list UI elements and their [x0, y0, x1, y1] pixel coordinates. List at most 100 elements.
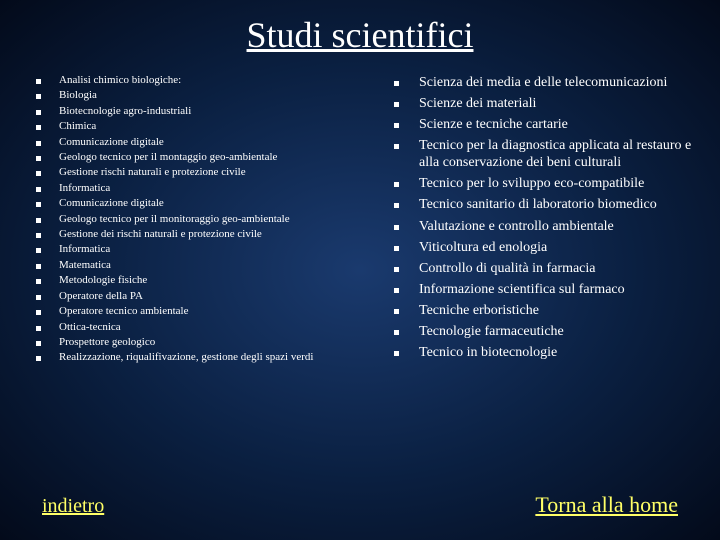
square-bullet-icon	[394, 351, 399, 356]
square-bullet-icon	[36, 187, 41, 192]
square-bullet-icon	[394, 144, 399, 149]
list-item-label: Biotecnologie agro-industriali	[59, 105, 191, 118]
right-list: Scienza dei media e delle telecomunicazi…	[394, 74, 696, 361]
square-bullet-icon	[36, 94, 41, 99]
square-bullet-icon	[394, 225, 399, 230]
list-item: Matematica	[36, 259, 366, 272]
list-item: Viticoltura ed enologia	[394, 239, 696, 256]
list-item-label: Comunicazione digitale	[59, 197, 164, 210]
back-link[interactable]: indietro	[42, 495, 104, 518]
list-item: Geologo tecnico per il montaggio geo-amb…	[36, 151, 366, 164]
list-item-label: Ottica-tecnica	[59, 321, 121, 334]
list-item: Scienze e tecniche cartarie	[394, 116, 696, 133]
slide-title: Studi scientifici	[0, 0, 720, 74]
list-item: Prospettore geologico	[36, 336, 366, 349]
list-item: Ottica-tecnica	[36, 321, 366, 334]
square-bullet-icon	[36, 110, 41, 115]
list-item: Tecnico per la diagnostica applicata al …	[394, 137, 696, 171]
list-item-label: Scienze e tecniche cartarie	[419, 116, 568, 133]
list-item: Metodologie fisiche	[36, 274, 366, 287]
list-item: Biologia	[36, 89, 366, 102]
square-bullet-icon	[36, 125, 41, 130]
list-item-label: Metodologie fisiche	[59, 274, 147, 287]
square-bullet-icon	[36, 79, 41, 84]
home-link[interactable]: Torna alla home	[535, 492, 678, 518]
list-item: Informatica	[36, 243, 366, 256]
square-bullet-icon	[394, 267, 399, 272]
list-item: Tecnico sanitario di laboratorio biomedi…	[394, 196, 696, 213]
list-item-label: Tecnico in biotecnologie	[419, 344, 557, 361]
list-item: Operatore della PA	[36, 290, 366, 303]
list-item: Valutazione e controllo ambientale	[394, 218, 696, 235]
list-item-label: Tecniche erboristiche	[419, 302, 539, 319]
list-item: Comunicazione digitale	[36, 136, 366, 149]
list-item: Gestione dei rischi naturali e protezion…	[36, 228, 366, 241]
square-bullet-icon	[394, 203, 399, 208]
right-column: Scienza dei media e delle telecomunicazi…	[376, 74, 696, 367]
square-bullet-icon	[36, 264, 41, 269]
square-bullet-icon	[36, 341, 41, 346]
list-item: Analisi chimico biologiche:	[36, 74, 366, 87]
list-item: Gestione rischi naturali e protezione ci…	[36, 166, 366, 179]
list-item: Scienze dei materiali	[394, 95, 696, 112]
square-bullet-icon	[36, 279, 41, 284]
square-bullet-icon	[36, 202, 41, 207]
list-item-label: Prospettore geologico	[59, 336, 155, 349]
list-item-label: Operatore della PA	[59, 290, 143, 303]
list-item-label: Comunicazione digitale	[59, 136, 164, 149]
left-column: Analisi chimico biologiche: Biologia Biote…	[36, 74, 376, 367]
square-bullet-icon	[394, 123, 399, 128]
left-list: Analisi chimico biologiche: Biologia Biote…	[36, 74, 366, 365]
list-item-label: Geologo tecnico per il monitoraggio geo-…	[59, 213, 290, 226]
square-bullet-icon	[36, 233, 41, 238]
list-item-label: Operatore tecnico ambientale	[59, 305, 189, 318]
square-bullet-icon	[394, 330, 399, 335]
list-item: Geologo tecnico per il monitoraggio geo-…	[36, 213, 366, 226]
list-item: Informazione scientifica sul farmaco	[394, 281, 696, 298]
list-item: Scienza dei media e delle telecomunicazi…	[394, 74, 696, 91]
list-item: Tecnico in biotecnologie	[394, 344, 696, 361]
square-bullet-icon	[36, 218, 41, 223]
list-item-label: Tecnico per lo sviluppo eco-compatibile	[419, 175, 644, 192]
list-item: Realizzazione, riqualifivazione, gestion…	[36, 351, 366, 364]
list-item-label: Scienza dei media e delle telecomunicazi…	[419, 74, 667, 91]
list-item-label: Gestione rischi naturali e protezione ci…	[59, 166, 246, 179]
list-item-label: Realizzazione, riqualifivazione, gestion…	[59, 351, 313, 364]
list-item: Tecniche erboristiche	[394, 302, 696, 319]
square-bullet-icon	[36, 310, 41, 315]
list-item-label: Informatica	[59, 243, 110, 256]
square-bullet-icon	[36, 326, 41, 331]
square-bullet-icon	[394, 288, 399, 293]
square-bullet-icon	[36, 171, 41, 176]
list-item-label: Matematica	[59, 259, 111, 272]
square-bullet-icon	[36, 156, 41, 161]
list-item: Tecnico per lo sviluppo eco-compatibile	[394, 175, 696, 192]
content-columns: Analisi chimico biologiche: Biologia Biote…	[0, 74, 720, 367]
square-bullet-icon	[36, 248, 41, 253]
square-bullet-icon	[394, 81, 399, 86]
list-item-label: Chimica	[59, 120, 96, 133]
list-item: Operatore tecnico ambientale	[36, 305, 366, 318]
square-bullet-icon	[36, 356, 41, 361]
square-bullet-icon	[36, 295, 41, 300]
list-item-label: Informazione scientifica sul farmaco	[419, 281, 625, 298]
list-item-label: Controllo di qualità in farmacia	[419, 260, 596, 277]
list-item: Chimica	[36, 120, 366, 133]
list-item-label: Viticoltura ed enologia	[419, 239, 547, 256]
list-item-label: Geologo tecnico per il montaggio geo-amb…	[59, 151, 277, 164]
list-item: Comunicazione digitale	[36, 197, 366, 210]
list-item-label: Analisi chimico biologiche:	[59, 74, 181, 87]
footer: indietro Torna alla home	[0, 492, 720, 518]
list-item-label: Valutazione e controllo ambientale	[419, 218, 614, 235]
list-item-label: Tecnico per la diagnostica applicata al …	[419, 137, 696, 171]
list-item-label: Gestione dei rischi naturali e protezion…	[59, 228, 262, 241]
list-item: Informatica	[36, 182, 366, 195]
list-item-label: Tecnico sanitario di laboratorio biomedi…	[419, 196, 657, 213]
square-bullet-icon	[394, 246, 399, 251]
list-item: Tecnologie farmaceutiche	[394, 323, 696, 340]
list-item-label: Informatica	[59, 182, 110, 195]
list-item-label: Biologia	[59, 89, 97, 102]
list-item-label: Tecnologie farmaceutiche	[419, 323, 564, 340]
square-bullet-icon	[394, 182, 399, 187]
square-bullet-icon	[394, 309, 399, 314]
